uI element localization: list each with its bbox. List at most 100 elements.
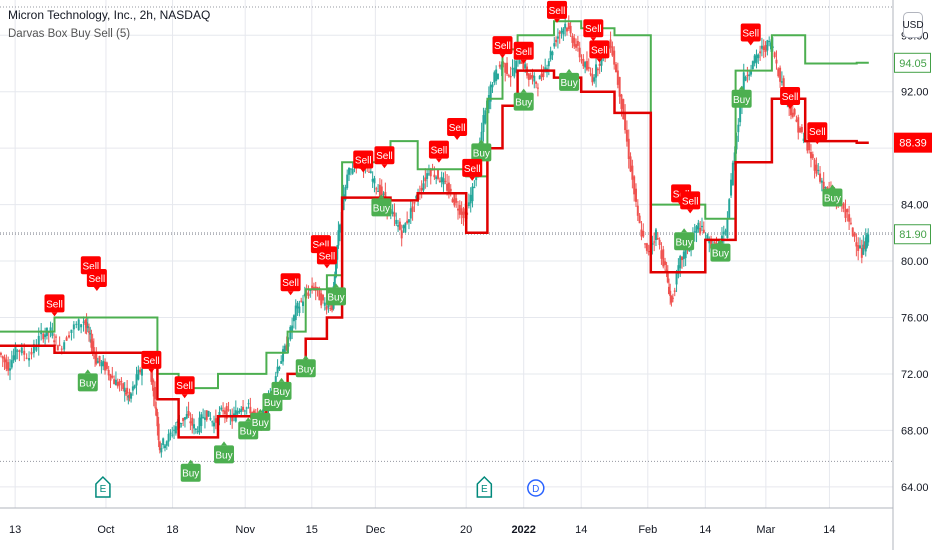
- candle-body: [457, 208, 460, 211]
- candle-body: [14, 346, 17, 360]
- buy-signal: Buy: [295, 355, 316, 378]
- price-axis-label-bg: [894, 224, 931, 245]
- candle-body: [327, 304, 330, 308]
- candle-body: [109, 374, 112, 381]
- sell-signal-text: Sell: [682, 196, 699, 207]
- candle-body: [462, 211, 465, 219]
- candle-body: [542, 70, 545, 78]
- candle-body: [231, 416, 234, 422]
- indicator-title[interactable]: Darvas Box Buy Sell (5): [8, 28, 131, 40]
- buy-signal-box: [710, 243, 731, 262]
- candle-body: [851, 227, 854, 236]
- candle-body: [848, 214, 851, 222]
- candle-body: [634, 188, 637, 202]
- candle-body: [338, 224, 341, 233]
- candle-body: [105, 362, 108, 369]
- candle-body: [675, 272, 678, 285]
- candle-body: [671, 297, 674, 299]
- candle-body: [1, 356, 4, 359]
- signal-layer: BuyBuyBuyBuyBuyBuyBuyBuyBuyBuyBuyBuyBuyB…: [44, 0, 843, 482]
- candle-body: [200, 414, 203, 426]
- candle-body: [123, 387, 126, 393]
- candle-body: [640, 229, 643, 237]
- candle-body: [209, 418, 212, 420]
- candle-body: [742, 72, 745, 97]
- sell-signal: Sell: [374, 146, 395, 169]
- candle-body: [615, 64, 618, 73]
- buy-signal-pointer: [278, 377, 285, 382]
- candle-body: [684, 246, 687, 259]
- buy-signal-text: Buy: [824, 194, 841, 205]
- candle-body: [191, 417, 194, 426]
- buy-signal-pointer: [245, 417, 252, 422]
- candle-body: [422, 183, 425, 191]
- candle-body: [489, 84, 492, 102]
- y-tick-label: 76.00: [901, 313, 929, 325]
- candle-body: [654, 229, 657, 241]
- buy-signal-text: Buy: [473, 148, 490, 159]
- candle-body: [819, 173, 822, 182]
- candle-body: [113, 379, 116, 385]
- candle-body: [706, 234, 709, 240]
- price-axis-label-text: 81.90: [899, 229, 927, 241]
- candle-body: [344, 187, 347, 200]
- candle-body: [214, 418, 217, 423]
- price-axis-label: 94.05: [894, 52, 931, 73]
- buy-signal-text: Buy: [79, 378, 96, 389]
- buy-signal-pointer: [187, 459, 194, 464]
- candle-body: [591, 74, 594, 83]
- candle-body: [311, 285, 314, 290]
- candle-body: [553, 43, 556, 47]
- event-marker-text: D: [532, 484, 539, 495]
- candle-body: [493, 72, 496, 83]
- candle-body: [18, 350, 21, 352]
- candle-body: [863, 245, 866, 249]
- candle-body: [437, 169, 440, 179]
- chart-legend: Micron Technology, Inc., 2h, NASDAQ Darv…: [8, 6, 210, 44]
- x-tick-label: Dec: [366, 524, 386, 536]
- candle-body: [371, 178, 374, 182]
- sell-signal-pointer: [381, 164, 388, 169]
- candle-body: [507, 75, 510, 77]
- buy-signal: Buy: [710, 239, 731, 262]
- sell-signal-box: [513, 41, 534, 60]
- buy-signal-box: [295, 359, 316, 378]
- symbol-title[interactable]: Micron Technology, Inc., 2h, NASDAQ: [8, 8, 211, 22]
- candle-body: [435, 176, 438, 179]
- candle-body: [653, 241, 656, 243]
- candle-body: [644, 243, 647, 245]
- candle-body: [63, 342, 66, 350]
- event-marker-text: E: [100, 484, 107, 495]
- candle-body: [713, 242, 716, 244]
- candle-body: [797, 117, 800, 133]
- candle-body: [442, 178, 445, 185]
- candle-body: [433, 174, 436, 178]
- sell-signal-pointer: [469, 176, 476, 181]
- candle-body: [42, 333, 45, 340]
- sell-signal-pointer: [181, 394, 188, 399]
- candle-body: [37, 335, 40, 347]
- candle-body: [140, 368, 143, 376]
- candle-body: [249, 406, 252, 414]
- currency-button[interactable]: USD: [902, 12, 924, 38]
- candle-body: [780, 81, 783, 83]
- sell-signal: Sell: [546, 0, 567, 23]
- candle-body: [10, 360, 13, 368]
- buy-signal-pointer: [257, 408, 264, 413]
- sell-signal: Sell: [316, 246, 337, 269]
- candle-body: [336, 245, 339, 260]
- candle-body: [28, 358, 31, 361]
- sell-signal-text: Sell: [282, 278, 299, 289]
- sell-signal-pointer: [596, 58, 603, 63]
- candle-body: [100, 362, 103, 367]
- candle-body: [152, 387, 155, 397]
- buy-signal: Buy: [471, 139, 492, 162]
- candle-body: [96, 360, 99, 364]
- buy-signal-box: [471, 143, 492, 162]
- candle-body: [536, 87, 539, 89]
- dotted-levels-layer: [0, 6, 893, 462]
- candle-body: [183, 417, 186, 420]
